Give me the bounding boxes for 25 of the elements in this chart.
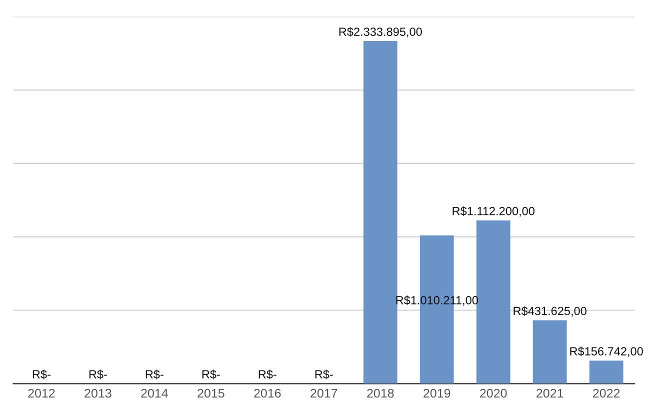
data-label: R$431.625,00 (514, 306, 586, 317)
data-label: R$1.112.200,00 (452, 206, 534, 217)
data-label: R$- (32, 370, 50, 380)
x-tick-label: 2019 (424, 388, 450, 398)
data-label: R$156.742,00 (570, 346, 643, 357)
x-tick-label: 2022 (593, 388, 620, 398)
x-tick-label: 2017 (310, 388, 338, 398)
x-tick-label: 2013 (84, 388, 112, 398)
x-tick-label: 2020 (480, 388, 507, 398)
x-tick-label: 2018 (367, 388, 394, 398)
data-label: R$- (146, 370, 164, 380)
x-tick-label: 2016 (254, 388, 281, 398)
bar (532, 320, 567, 384)
bar (589, 360, 624, 384)
x-tick-label: 2015 (198, 388, 224, 398)
bar (476, 220, 510, 384)
x-tick-label: 2014 (141, 388, 168, 398)
x-tick-label: 2012 (28, 388, 55, 398)
data-label: R$- (315, 370, 333, 380)
data-label: R$- (89, 370, 107, 380)
x-tick-label: 2021 (536, 388, 564, 398)
data-label: R$- (202, 370, 220, 380)
bar (363, 41, 398, 384)
data-label: R$- (258, 370, 276, 380)
data-label: R$2.333.895,00 (339, 27, 422, 38)
